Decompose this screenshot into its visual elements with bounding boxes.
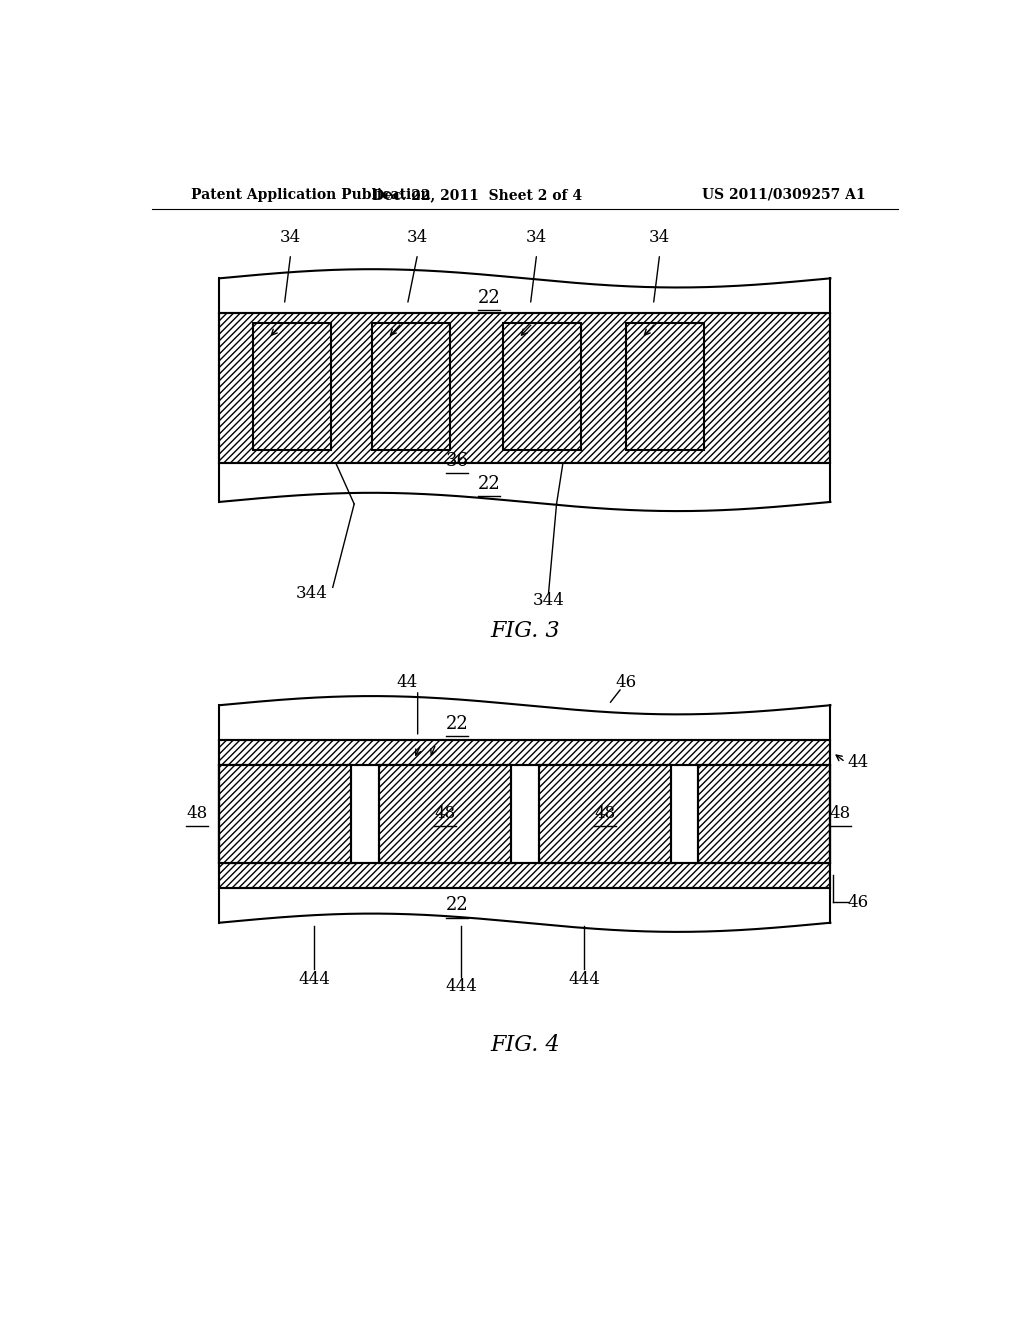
Bar	[219, 739, 830, 766]
Text: 34: 34	[649, 230, 671, 246]
Text: Dec. 22, 2011  Sheet 2 of 4: Dec. 22, 2011 Sheet 2 of 4	[372, 187, 583, 202]
Text: 46: 46	[615, 675, 637, 692]
Text: 48: 48	[186, 805, 208, 822]
Text: 36: 36	[445, 453, 469, 470]
Bar	[219, 313, 830, 463]
Bar	[698, 766, 830, 863]
Text: 34: 34	[526, 230, 548, 246]
Text: 34: 34	[407, 230, 428, 246]
Text: US 2011/0309257 A1: US 2011/0309257 A1	[702, 187, 866, 202]
Bar	[219, 863, 830, 888]
Bar	[627, 323, 705, 450]
Text: 34: 34	[280, 230, 301, 246]
Bar	[379, 766, 511, 863]
Text: 22: 22	[446, 714, 469, 733]
Text: 22: 22	[478, 289, 501, 306]
Bar	[219, 766, 351, 863]
Text: 44: 44	[396, 675, 418, 692]
Text: 22: 22	[446, 896, 469, 915]
Text: 48: 48	[434, 805, 456, 822]
Bar	[373, 323, 451, 450]
Bar	[539, 766, 671, 863]
Text: 444: 444	[299, 972, 331, 989]
Text: 444: 444	[568, 972, 600, 989]
Text: 48: 48	[594, 805, 615, 822]
Bar	[219, 766, 830, 863]
Text: 344: 344	[296, 585, 328, 602]
Text: 46: 46	[848, 894, 869, 911]
Text: Patent Application Publication: Patent Application Publication	[191, 187, 431, 202]
Text: 22: 22	[478, 475, 501, 492]
Text: 44: 44	[848, 754, 869, 771]
Bar	[504, 323, 582, 450]
Text: 344: 344	[532, 593, 564, 609]
Bar	[253, 323, 331, 450]
Text: FIG. 3: FIG. 3	[490, 620, 559, 642]
Text: 444: 444	[445, 978, 477, 995]
Text: 48: 48	[829, 805, 851, 822]
Text: FIG. 4: FIG. 4	[490, 1034, 559, 1056]
